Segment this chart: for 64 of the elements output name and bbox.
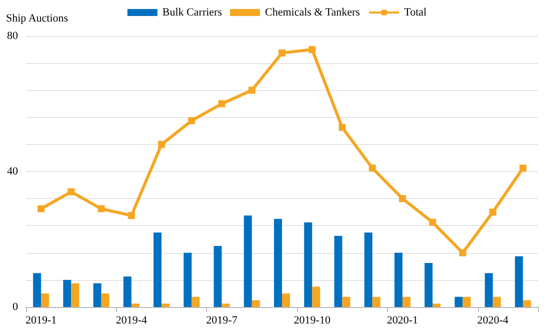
- bar: [41, 293, 50, 307]
- bar: [492, 296, 501, 307]
- bar: [192, 296, 200, 307]
- x-tick-label: 2020-4: [477, 314, 509, 326]
- bar: [394, 252, 402, 307]
- point: [489, 208, 496, 216]
- x-tick-label: 2019-7: [206, 314, 238, 326]
- bar: [514, 256, 523, 307]
- legend-label: Chemicals & Tankers: [264, 6, 360, 18]
- bar: [71, 283, 80, 307]
- legend-label: Total: [404, 6, 427, 18]
- bar: [342, 296, 350, 307]
- bar: [312, 286, 320, 307]
- point: [218, 100, 226, 108]
- point: [188, 117, 196, 124]
- y-axis-title: Ship Auctions: [6, 12, 68, 24]
- x-tick-label: 2020-1: [386, 314, 418, 326]
- point: [128, 212, 135, 220]
- bar: [123, 276, 132, 307]
- bar: [214, 246, 222, 307]
- point: [158, 140, 166, 148]
- bar: [184, 252, 192, 307]
- bar: [484, 273, 493, 307]
- bar: [372, 296, 380, 307]
- point: [519, 164, 526, 172]
- bar: [282, 293, 290, 307]
- x-tick-label: 2019-4: [116, 314, 148, 326]
- point: [278, 49, 286, 56]
- x-tick-label: 2019-1: [25, 314, 57, 326]
- y-tick-label: 40: [7, 166, 18, 178]
- point: [398, 195, 406, 202]
- bar: [522, 300, 531, 307]
- bar: [274, 218, 282, 307]
- point: [98, 205, 105, 212]
- bar: [93, 283, 102, 307]
- bar: [252, 300, 260, 307]
- bar: [334, 236, 342, 307]
- legend-label: Bulk Carriers: [162, 6, 222, 18]
- bar: [432, 304, 441, 307]
- bar: [63, 280, 72, 307]
- point: [338, 124, 346, 131]
- x-tick-label: 2019-10: [294, 314, 331, 326]
- y-tick-label: 80: [7, 30, 18, 42]
- y-tick-label: 0: [12, 301, 18, 313]
- bar: [462, 296, 471, 307]
- bar: [454, 296, 463, 307]
- bar: [424, 262, 433, 307]
- bar: [162, 304, 170, 307]
- bar: [244, 216, 252, 307]
- bar: [364, 232, 372, 307]
- point: [459, 249, 466, 256]
- bar: [101, 293, 110, 307]
- point: [248, 86, 256, 94]
- bar: [131, 304, 140, 307]
- point: [368, 164, 376, 172]
- point: [429, 218, 436, 226]
- bar: [33, 273, 42, 307]
- bar: [402, 296, 410, 307]
- point: [68, 188, 75, 196]
- bar: [304, 222, 312, 307]
- point: [38, 205, 45, 212]
- point: [308, 46, 316, 54]
- bar: [222, 304, 230, 307]
- bar: [154, 232, 162, 307]
